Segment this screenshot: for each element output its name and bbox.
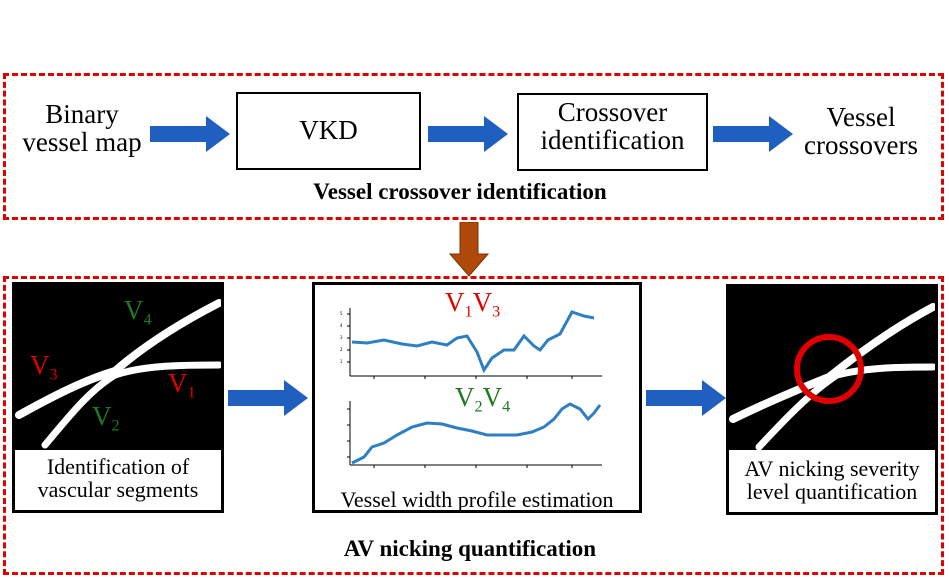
v2-letter: V	[92, 401, 112, 431]
plot-top-b: V	[472, 287, 493, 317]
arrow-right-icon	[428, 116, 508, 152]
arrow-down-icon	[448, 222, 490, 277]
svg-text:3: 3	[340, 335, 343, 340]
crossover-line-2: identification	[540, 125, 685, 156]
binary-vessel-map-label: Binary vessel map	[22, 100, 142, 157]
arrow-right-icon	[646, 380, 726, 416]
plot-bottom-a: V	[455, 382, 475, 412]
severity-caption: AV nicking severity level quantification	[728, 457, 936, 503]
plot-top-a-sub: 1	[464, 302, 473, 321]
vkd-box	[236, 92, 421, 170]
av-nicking-quantification-section	[3, 276, 944, 575]
v1-subscript: 1	[187, 383, 196, 402]
svg-text:1: 1	[340, 359, 343, 364]
v4-label: V4	[124, 296, 152, 329]
top-section-caption: Vessel crossover identification	[313, 179, 607, 204]
plot-top-b-sub: 3	[492, 302, 501, 321]
svg-text:5: 5	[340, 311, 343, 316]
width-profile-panel	[312, 282, 642, 513]
binary-vessel-map-line-2: vessel map	[22, 127, 142, 158]
vascular-segments-image	[15, 285, 221, 450]
severity-caption-line-2: level quantification	[746, 479, 918, 505]
vessel-crossovers-label: Vessel crossovers	[796, 103, 926, 160]
vascular-segments-caption: Identification of vascular segments	[14, 455, 222, 501]
severity-caption-line-1: AV nicking severity	[744, 456, 920, 481]
svg-text:4: 4	[340, 323, 343, 328]
plot-bottom-b: V	[482, 382, 503, 412]
v3-letter: V	[30, 350, 50, 380]
v4-letter: V	[124, 295, 144, 325]
arrow-right-icon	[150, 116, 230, 152]
crossover-identification-label: Crossover identification	[517, 98, 708, 155]
arrow-right-icon	[713, 116, 793, 152]
v3-label: V3	[30, 351, 58, 384]
crossover-identification-box	[517, 93, 708, 171]
vkd-label: VKD	[299, 115, 358, 145]
v3-subscript: 3	[49, 365, 58, 384]
arrow-right-icon	[228, 380, 308, 416]
vessel-crossovers-line-2: crossovers	[804, 130, 918, 161]
binary-vessel-map-line-1: Binary	[45, 99, 119, 129]
plot-bottom-a-sub: 2	[474, 397, 483, 416]
bottom-section-caption: AV nicking quantification	[343, 536, 597, 561]
vascular-caption-line-2: vascular segments	[37, 477, 199, 503]
plot-top-label: V1V3	[445, 288, 500, 321]
plot-top-a: V	[445, 287, 465, 317]
v4-subscript: 4	[143, 310, 152, 329]
plot-bottom-label: V2V4	[455, 383, 510, 416]
width-profile-plot-top: 5 4 3 2 1	[340, 308, 602, 379]
crossover-identification-section	[3, 73, 944, 220]
v2-label: V2	[92, 402, 120, 435]
plot-bottom-b-sub: 4	[502, 397, 511, 416]
width-profile-plot-bottom	[347, 401, 602, 468]
svg-text:2: 2	[340, 347, 343, 352]
v1-label: V1	[168, 369, 196, 402]
vessel-crossovers-line-1: Vessel	[826, 102, 896, 132]
vascular-caption-line-1: Identification of	[46, 454, 190, 479]
v2-subscript: 2	[111, 416, 120, 435]
v1-letter: V	[168, 368, 188, 398]
severity-image	[729, 287, 935, 450]
width-profile-caption: Vessel width profile estimation	[340, 487, 614, 512]
crossover-line-1: Crossover	[557, 97, 668, 127]
